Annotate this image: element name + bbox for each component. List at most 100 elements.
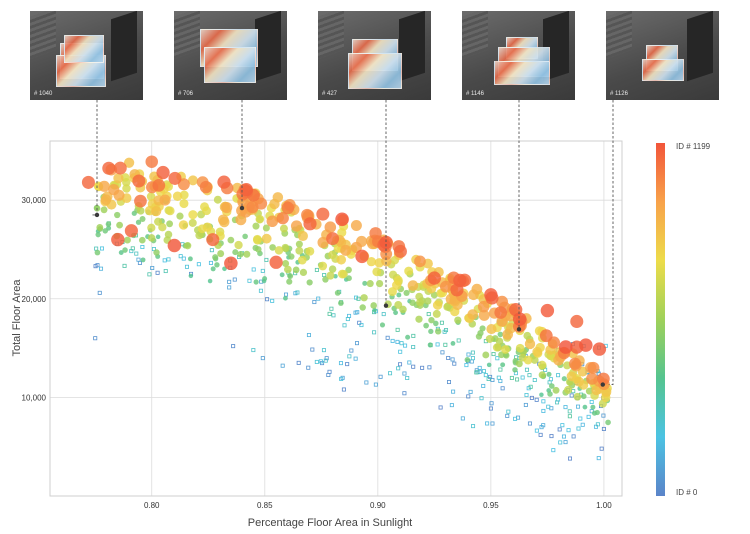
data-point-circle [187, 256, 193, 262]
design-thumbnail[interactable]: # 706 [174, 11, 287, 100]
data-point-square [390, 338, 395, 343]
data-point-circle [597, 372, 610, 386]
data-point-circle [424, 297, 432, 305]
data-point-circle [355, 249, 369, 264]
data-point-square [589, 399, 594, 404]
design-thumbnail[interactable]: # 1040 [30, 11, 143, 100]
data-point-circle [405, 334, 411, 340]
data-point-square [599, 446, 604, 451]
data-point-circle [178, 220, 189, 230]
data-point-circle [272, 192, 284, 203]
data-point-square [385, 335, 390, 340]
highlighted-point[interactable] [94, 212, 100, 218]
data-point-square [310, 347, 315, 352]
data-point-circle [135, 219, 142, 225]
highlighted-point[interactable] [239, 205, 245, 211]
highlighted-point[interactable] [516, 327, 522, 332]
data-point-circle [118, 250, 124, 255]
data-point-circle [274, 246, 284, 255]
data-point-circle [486, 362, 492, 368]
data-point-circle [153, 249, 160, 256]
data-point-square [402, 371, 407, 376]
data-point-circle [188, 273, 194, 279]
data-point-square [260, 356, 265, 361]
data-point-square [134, 251, 139, 256]
data-point-circle [195, 231, 204, 240]
data-point-square [567, 414, 572, 419]
data-point-circle [261, 233, 272, 244]
data-point-circle [585, 387, 593, 395]
data-point-circle [214, 262, 220, 268]
data-point-circle [297, 230, 308, 242]
data-point-square [372, 330, 377, 335]
data-point-circle [328, 250, 337, 260]
data-point-square [347, 354, 352, 359]
data-point-square [398, 349, 403, 354]
design-thumbnail[interactable]: # 1146 [462, 11, 575, 100]
data-point-square [488, 406, 493, 411]
data-point-circle [102, 228, 108, 234]
data-point-circle [282, 259, 290, 268]
data-point-circle [146, 192, 156, 201]
data-point-circle [337, 269, 347, 279]
data-point-square [438, 405, 443, 410]
data-point-circle [515, 343, 525, 353]
data-points [81, 155, 612, 461]
data-point-square [449, 403, 454, 408]
data-point-square [479, 396, 484, 401]
highlighted-point[interactable] [383, 303, 389, 308]
data-point-circle [539, 329, 553, 343]
data-point-circle [140, 257, 146, 263]
data-point-circle [306, 279, 313, 286]
data-point-circle [262, 224, 270, 232]
data-point-circle [335, 212, 349, 227]
data-point-circle [360, 294, 368, 302]
data-point-square [541, 408, 546, 413]
data-point-circle [523, 355, 533, 365]
data-point-circle [227, 236, 235, 244]
data-point-square [527, 373, 532, 378]
data-point-circle [281, 243, 290, 252]
data-point-circle [428, 328, 434, 335]
data-point-circle [108, 184, 120, 196]
data-point-circle [102, 161, 116, 175]
data-point-circle [262, 276, 268, 282]
design-thumbnail[interactable]: # 1126 [606, 11, 719, 100]
data-point-circle [404, 266, 414, 276]
data-point-square [318, 359, 323, 364]
data-point-circle [318, 261, 328, 271]
data-point-square [529, 395, 534, 400]
design-thumbnail[interactable]: # 427 [318, 11, 431, 100]
data-point-square [324, 356, 329, 361]
data-point-circle [95, 231, 101, 238]
data-point-circle [154, 217, 163, 226]
data-point-square [122, 263, 127, 268]
data-point-circle [255, 246, 262, 253]
y-axis-label: Total Floor Area [11, 279, 23, 357]
data-point-square [227, 285, 232, 290]
data-point-square [130, 246, 135, 251]
data-point-circle [243, 250, 251, 258]
data-point-square [595, 422, 600, 427]
highlighted-point[interactable] [600, 382, 605, 387]
data-point-circle [279, 272, 285, 278]
data-point-square [196, 262, 201, 267]
data-point-circle [366, 256, 377, 267]
data-point-circle [179, 199, 189, 209]
data-point-square [399, 341, 404, 346]
data-point-square [339, 376, 344, 381]
data-point-square [184, 264, 189, 269]
data-point-square [452, 361, 457, 366]
data-point-square [355, 310, 360, 315]
data-point-square [327, 311, 332, 316]
data-point-square [354, 295, 359, 300]
data-point-square [534, 397, 539, 402]
data-point-circle [124, 236, 131, 244]
data-point-circle [188, 210, 198, 220]
data-point-square [314, 267, 319, 272]
data-point-square [326, 372, 331, 377]
data-point-square [178, 254, 183, 259]
x-tick-label: 1.00 [596, 501, 612, 510]
data-point-circle [552, 386, 560, 394]
data-point-square [541, 423, 546, 428]
